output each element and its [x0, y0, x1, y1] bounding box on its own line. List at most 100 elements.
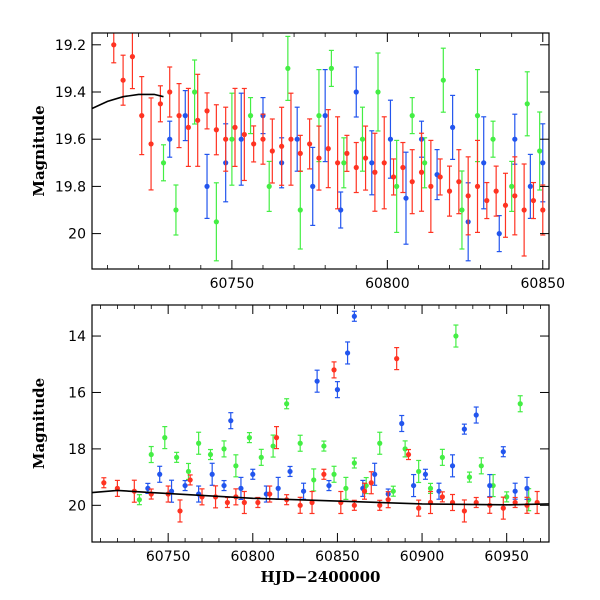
red-data-point [446, 165, 453, 217]
green-data-point [509, 160, 515, 212]
blue-data-point [372, 462, 378, 486]
red-data-point [114, 479, 120, 497]
blue-data-point [314, 369, 320, 393]
green-data-point [537, 111, 543, 191]
red-data-point [187, 474, 193, 486]
red-data-point [416, 499, 422, 517]
red-data-point [427, 490, 434, 515]
blue-data-point [353, 66, 359, 118]
blue-data-point [182, 479, 188, 492]
x-tick-label: 60900 [400, 549, 445, 565]
red-data-point [512, 496, 518, 509]
red-data-point [372, 132, 378, 212]
green-data-point [196, 431, 202, 455]
red-data-point [512, 156, 518, 236]
green-data-point [422, 137, 428, 189]
y-tick-label: 18 [68, 442, 86, 458]
red-data-point [368, 471, 374, 495]
green-data-point [351, 457, 357, 469]
x-tick-label: 60850 [315, 549, 360, 565]
red-data-point [540, 184, 546, 236]
blue-data-point [238, 476, 244, 500]
green-data-point [343, 476, 349, 500]
red-data-point [400, 141, 406, 194]
blue-data-point [512, 482, 518, 500]
bottom-ticks: 60750 60800 60850 60900 60950 14 16 18 20 [68, 305, 549, 565]
red-data-point [269, 118, 275, 184]
red-data-point [321, 468, 327, 480]
red-data-point [502, 172, 509, 238]
red-data-point [484, 181, 490, 220]
y-tick-label: 19.2 [55, 38, 86, 54]
blue-data-point [250, 468, 256, 480]
green-data-point [229, 92, 235, 186]
green-data-point [524, 71, 530, 137]
bottom-data-points [101, 310, 540, 523]
red-data-point [223, 106, 229, 172]
red-data-point [307, 118, 313, 170]
red-data-point [362, 125, 369, 191]
red-data-point [530, 181, 537, 220]
top-ticks: 60750 60800 60850 19.2 19.4 19.6 19.8 20 [55, 33, 565, 292]
green-data-point [191, 59, 198, 125]
green-data-point [402, 440, 408, 458]
x-tick-label: 60850 [521, 276, 566, 292]
green-data-point [453, 324, 459, 348]
green-data-point [504, 491, 510, 503]
red-data-point [111, 33, 117, 64]
red-data-point [241, 87, 247, 182]
red-data-point [195, 73, 201, 167]
red-data-point [437, 158, 443, 196]
y-tick-label: 19.4 [55, 85, 86, 101]
blue-data-point [387, 99, 394, 179]
red-data-point [474, 139, 481, 233]
blue-data-point [403, 151, 409, 245]
red-data-point [331, 361, 337, 379]
blue-data-point [209, 462, 215, 486]
green-data-point [148, 445, 154, 464]
green-data-point [221, 440, 227, 458]
green-data-point [359, 106, 366, 172]
blue-data-point [238, 92, 244, 186]
red-data-point [409, 149, 415, 215]
red-data-point [316, 125, 322, 191]
bottom-plot-frame [91, 304, 550, 543]
blue-data-point [351, 310, 357, 322]
red-data-point [428, 139, 434, 233]
blue-data-point [167, 120, 173, 158]
green-data-point [478, 457, 484, 475]
green-data-point [394, 139, 400, 233]
bottom-panel: 60750 60800 60850 60900 60950 14 16 18 20 Magnit… [30, 304, 550, 586]
bottom-x-axis-label: HJD−2400000 [261, 568, 381, 586]
y-tick-label: 14 [68, 329, 86, 345]
blue-data-point [294, 106, 300, 172]
green-data-point [311, 468, 317, 492]
blue-data-point [422, 468, 429, 480]
blue-data-point [487, 473, 493, 498]
red-data-point [177, 499, 183, 523]
red-data-point [297, 134, 303, 172]
red-data-point [176, 82, 182, 149]
red-data-point [418, 132, 425, 212]
red-data-point [260, 113, 266, 165]
blue-data-point [410, 473, 417, 498]
red-data-point [148, 97, 154, 191]
red-data-point [157, 85, 163, 123]
blue-data-point [449, 454, 456, 478]
x-tick-label: 60800 [365, 276, 410, 292]
red-data-point [185, 87, 191, 167]
blue-data-point [496, 215, 502, 253]
blue-data-point [157, 465, 163, 483]
green-data-point [162, 426, 168, 450]
red-data-point [353, 141, 359, 194]
blue-data-point [322, 68, 328, 163]
top-model-curve [92, 93, 164, 110]
top-plot-frame [91, 32, 550, 270]
blue-data-point [287, 465, 293, 478]
red-data-point [456, 149, 462, 215]
green-data-point [390, 485, 396, 497]
red-data-point [521, 163, 527, 257]
red-data-point [139, 75, 145, 156]
x-tick-label: 60950 [484, 549, 529, 565]
red-data-point [232, 87, 238, 167]
